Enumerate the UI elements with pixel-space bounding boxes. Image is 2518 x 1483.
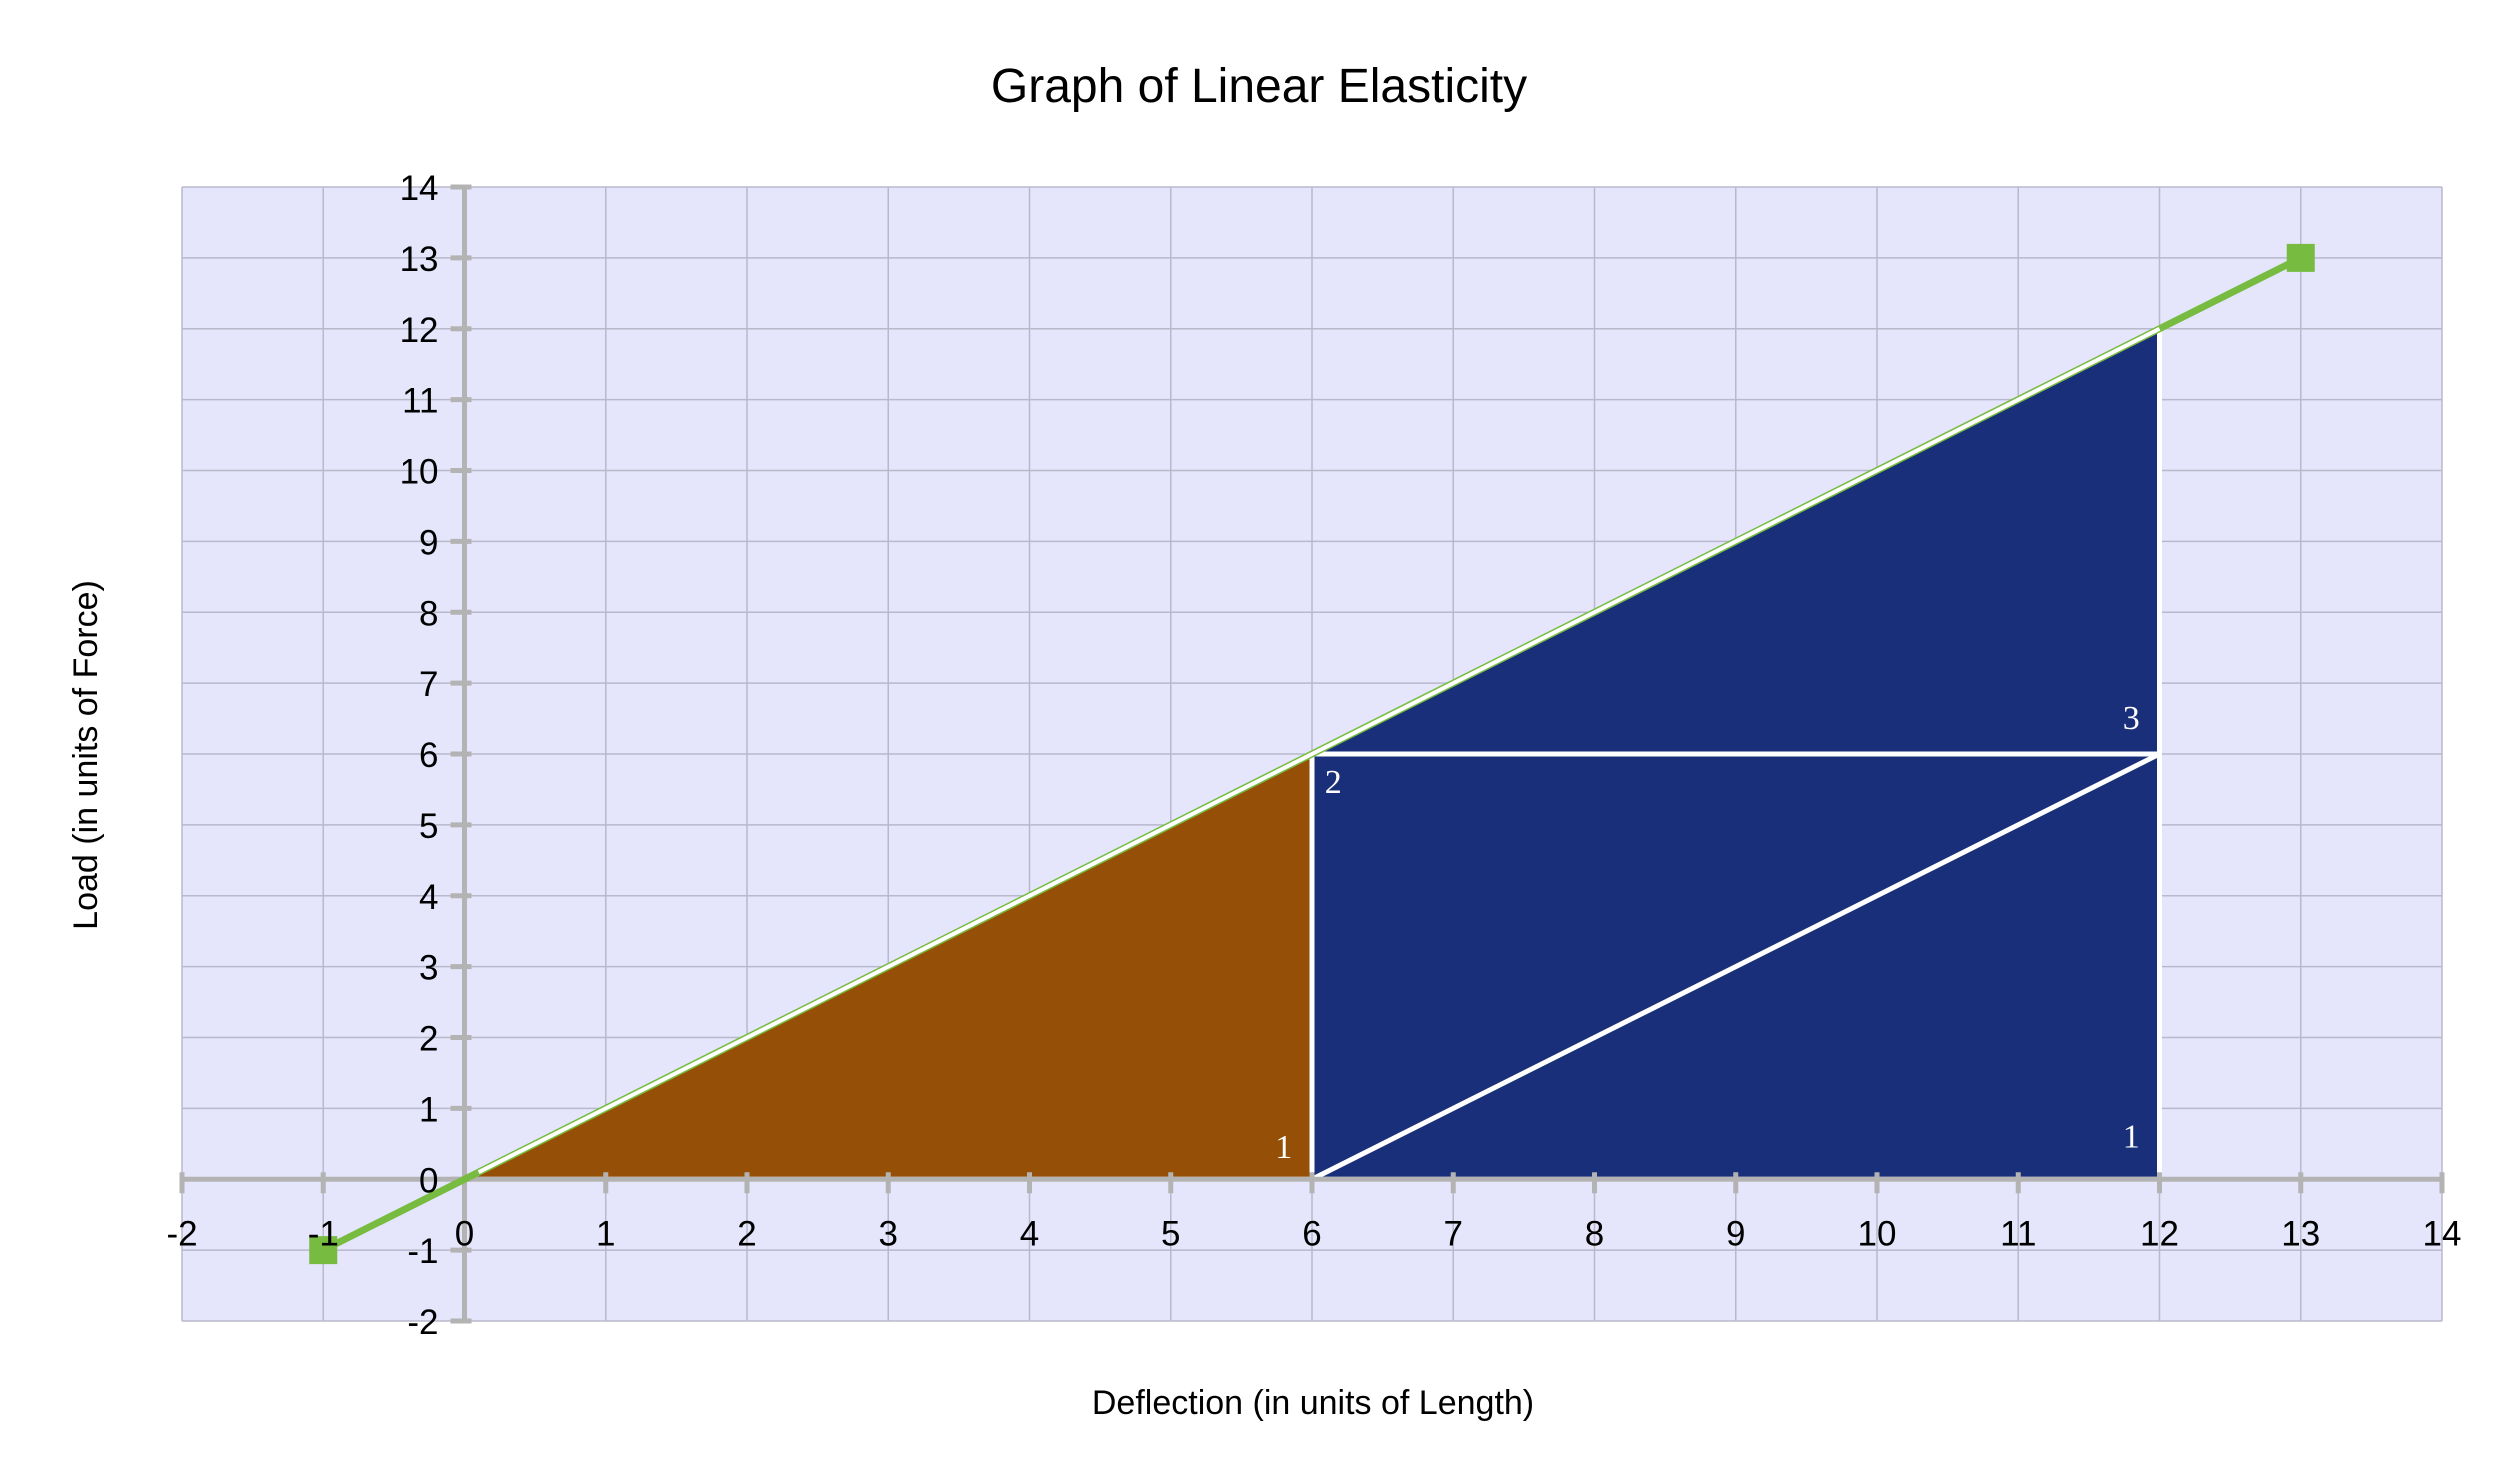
y-tick-label: 1: [419, 1090, 438, 1129]
annotation-label: 1: [1275, 1129, 1292, 1166]
y-axis-label: Load (in units of Force): [67, 580, 105, 930]
chart-title: Graph of Linear Elasticity: [991, 60, 1527, 113]
x-tick-label: 12: [2140, 1214, 2179, 1253]
x-tick-label: 1: [596, 1214, 615, 1253]
x-tick-label: 0: [455, 1214, 474, 1253]
y-tick-label: 12: [400, 311, 439, 350]
annotation-label: 1: [2123, 1118, 2140, 1155]
y-tick-label: 11: [402, 382, 438, 421]
y-tick-label: 8: [419, 594, 438, 633]
x-tick-label: 4: [1020, 1214, 1039, 1253]
plot-layer: -2 -1 0 1 2 3 4 5 6 7 8 9 10 11 12 13 14-2-1012345678910…: [166, 169, 2461, 1342]
y-tick-label: 7: [419, 665, 438, 704]
y-tick-label: 13: [400, 240, 439, 279]
y-tick-label: 2: [419, 1020, 438, 1059]
x-tick-label: 7: [1444, 1214, 1463, 1253]
annotation-label: 2: [1325, 764, 1342, 801]
x-tick-label: 14: [2423, 1214, 2462, 1253]
y-tick-label: 9: [419, 523, 438, 562]
x-tick-label: 10: [1858, 1214, 1897, 1253]
x-tick-label: 9: [1726, 1214, 1745, 1253]
y-tick-label: 3: [419, 949, 438, 988]
y-tick-label: 4: [419, 878, 438, 917]
x-axis-label: Deflection (in units of Length): [1092, 1384, 1534, 1422]
x-tick-label: -2: [166, 1214, 197, 1253]
x-tick-label: 8: [1585, 1214, 1604, 1253]
annotation-label: 3: [2123, 700, 2140, 737]
x-tick-label: -1: [308, 1214, 339, 1253]
x-tick-label: 3: [879, 1214, 898, 1253]
y-tick-label: 0: [419, 1161, 438, 1200]
y-tick-label: 10: [400, 453, 439, 492]
x-tick-label: 5: [1161, 1214, 1180, 1253]
y-tick-label: 6: [419, 736, 438, 775]
y-tick-label: 14: [400, 169, 439, 208]
x-tick-label: 11: [2000, 1214, 2036, 1253]
series-point: [309, 1236, 338, 1265]
division-line-2: [1310, 751, 2161, 1182]
y-tick-label: 5: [419, 807, 438, 846]
x-tick-label: 2: [737, 1214, 756, 1253]
y-tick-label: -2: [407, 1303, 438, 1342]
x-tick-label: 13: [2281, 1214, 2320, 1253]
region-outline-top: [477, 326, 2161, 1174]
x-tick-label: 6: [1302, 1214, 1321, 1253]
series-point: [2286, 243, 2315, 272]
y-tick-label: -1: [407, 1232, 438, 1271]
